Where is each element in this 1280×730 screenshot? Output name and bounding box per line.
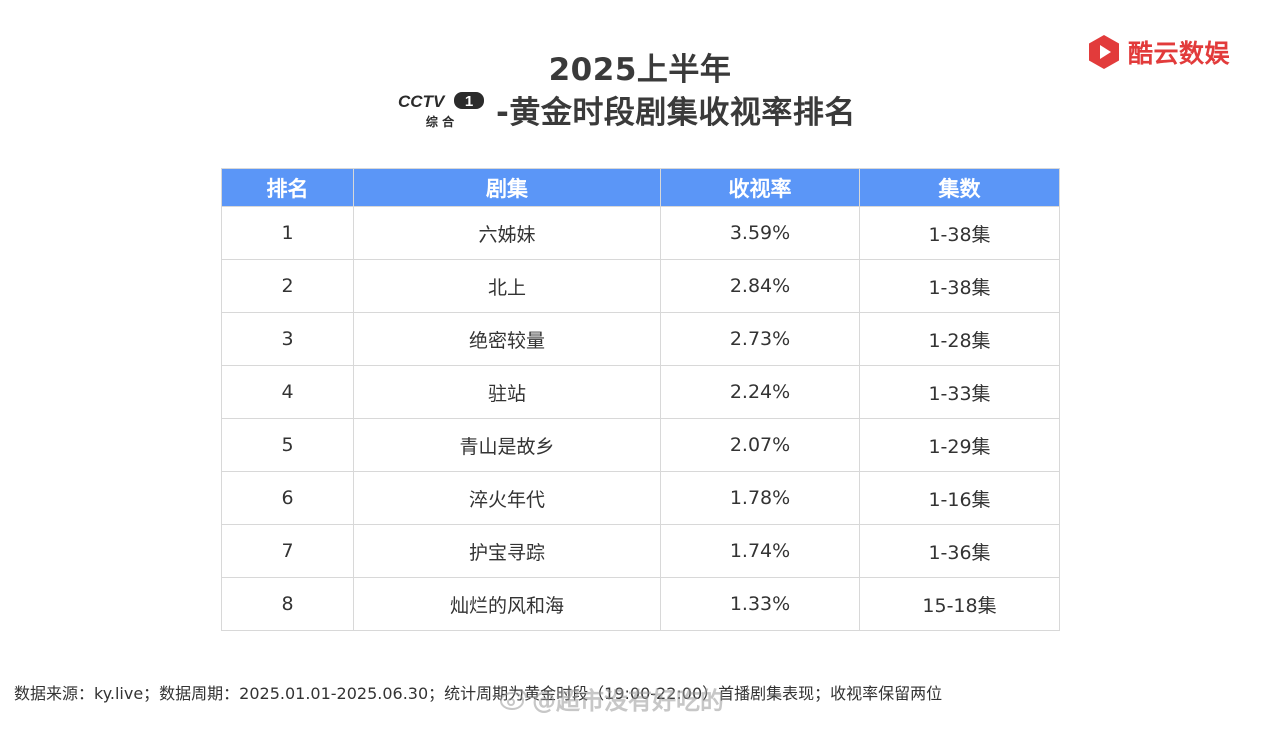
svg-text:综 合: 综 合 [426, 114, 455, 129]
table-row: 4 驻站 2.24% 1-33集 [221, 365, 1060, 419]
episodes-cell: 1-28集 [859, 312, 1060, 366]
page-subtitle: CCTV 1 综 合 -黄金时段剧集收视率排名 [396, 88, 856, 131]
rating-cell: 2.73% [660, 312, 860, 366]
rank-cell: 4 [221, 365, 354, 419]
table-row: 7 护宝寻踪 1.74% 1-36集 [221, 524, 1060, 578]
table-row: 3 绝密较量 2.73% 1-28集 [221, 312, 1060, 366]
kuyun-logo-icon [1089, 35, 1119, 69]
watermark: @超市没有好吃的 [500, 681, 724, 716]
rating-cell: 2.07% [660, 418, 860, 472]
watermark-text: @超市没有好吃的 [532, 687, 724, 715]
rank-cell: 8 [221, 577, 354, 631]
drama-cell: 驻站 [353, 365, 661, 419]
svg-text:1: 1 [465, 93, 473, 110]
drama-cell: 六姊妹 [353, 206, 661, 260]
episodes-cell: 15-18集 [859, 577, 1060, 631]
episodes-cell: 1-38集 [859, 259, 1060, 313]
rank-cell: 3 [221, 312, 354, 366]
episodes-cell: 1-29集 [859, 418, 1060, 472]
episodes-cell: 1-36集 [859, 524, 1060, 578]
ranking-table: 排名 剧集 收视率 集数 1 六姊妹 3.59% 1-38集 2 北上 2.84… [221, 168, 1060, 631]
column-header-drama: 剧集 [353, 168, 661, 207]
weibo-icon [500, 689, 527, 710]
rank-cell: 2 [221, 259, 354, 313]
page-title: 2025上半年 [548, 52, 732, 88]
column-header-episodes: 集数 [859, 168, 1060, 207]
table-row: 2 北上 2.84% 1-38集 [221, 259, 1060, 313]
rating-cell: 1.74% [660, 524, 860, 578]
rank-cell: 6 [221, 471, 354, 525]
rank-cell: 5 [221, 418, 354, 472]
drama-cell: 护宝寻踪 [353, 524, 661, 578]
table-row: 1 六姊妹 3.59% 1-38集 [221, 206, 1060, 260]
drama-cell: 青山是故乡 [353, 418, 661, 472]
cctv1-logo-icon: CCTV 1 综 合 [398, 92, 484, 129]
column-header-rating: 收视率 [660, 168, 860, 207]
source-note: 数据来源：ky.live；数据周期：2025.01.01-2025.06.30；… [14, 684, 943, 703]
table-row: 6 淬火年代 1.78% 1-16集 [221, 471, 1060, 525]
episodes-cell: 1-33集 [859, 365, 1060, 419]
rating-cell: 1.33% [660, 577, 860, 631]
brand-logo: 酷云数娱 [1086, 34, 1230, 70]
drama-cell: 灿烂的风和海 [353, 577, 661, 631]
episodes-cell: 1-38集 [859, 206, 1060, 260]
drama-cell: 淬火年代 [353, 471, 661, 525]
rank-cell: 7 [221, 524, 354, 578]
column-header-rank: 排名 [221, 168, 354, 207]
rating-cell: 2.24% [660, 365, 860, 419]
rank-cell: 1 [221, 206, 354, 260]
rating-cell: 3.59% [660, 206, 860, 260]
table-row: 5 青山是故乡 2.07% 1-29集 [221, 418, 1060, 472]
rating-cell: 2.84% [660, 259, 860, 313]
title-suffix: -黄金时段剧集收视率排名 [496, 94, 856, 131]
drama-cell: 北上 [353, 259, 661, 313]
episodes-cell: 1-16集 [859, 471, 1060, 525]
brand-name: 酷云数娱 [1128, 39, 1231, 68]
table-row: 8 灿烂的风和海 1.33% 15-18集 [221, 577, 1060, 631]
drama-cell: 绝密较量 [353, 312, 661, 366]
rating-cell: 1.78% [660, 471, 860, 525]
table-header-row: 排名 剧集 收视率 集数 [221, 168, 1060, 207]
svg-text:CCTV: CCTV [398, 92, 446, 111]
